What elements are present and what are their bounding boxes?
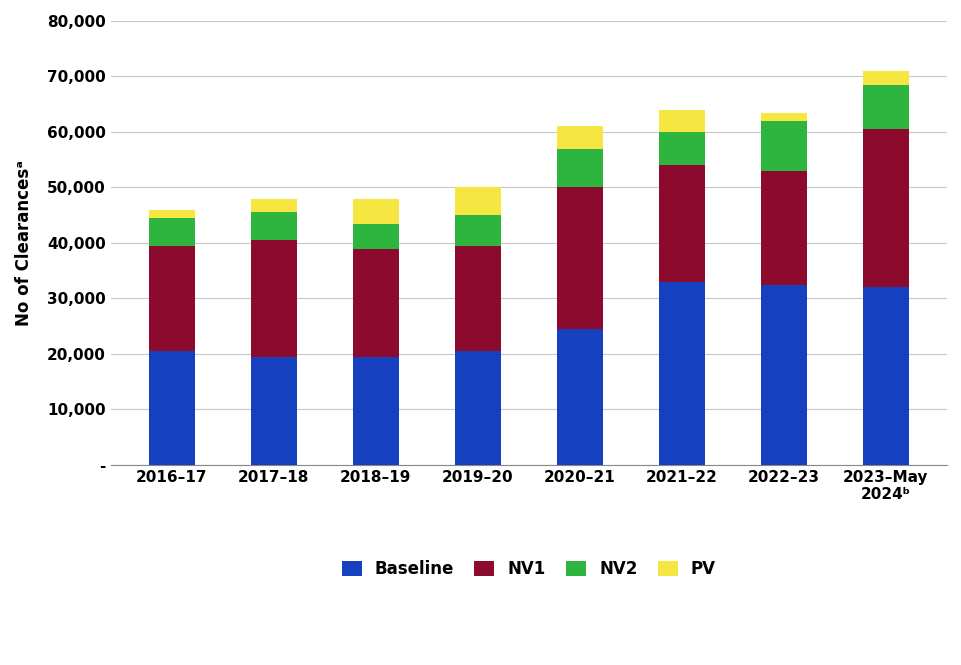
Legend: Baseline, NV1, NV2, PV: Baseline, NV1, NV2, PV (334, 553, 722, 585)
Bar (862, 287, 908, 465)
Bar (658, 132, 704, 166)
Bar (658, 166, 704, 282)
Bar (862, 129, 908, 287)
Bar (149, 246, 194, 351)
Bar (251, 240, 296, 356)
Bar (353, 249, 399, 356)
Bar (455, 215, 501, 246)
Bar (251, 212, 296, 240)
Bar (556, 329, 603, 465)
Bar (658, 282, 704, 465)
Bar (455, 351, 501, 465)
Bar (760, 285, 806, 465)
Bar (251, 356, 296, 465)
Bar (760, 121, 806, 171)
Bar (862, 85, 908, 129)
Bar (862, 71, 908, 85)
Bar (149, 209, 194, 218)
Bar (353, 356, 399, 465)
Bar (149, 351, 194, 465)
Bar (556, 126, 603, 149)
Bar (353, 223, 399, 249)
Y-axis label: No of Clearancesᵃ: No of Clearancesᵃ (15, 160, 33, 326)
Bar (455, 246, 501, 351)
Bar (455, 188, 501, 215)
Bar (658, 110, 704, 132)
Bar (353, 199, 399, 223)
Bar (760, 112, 806, 121)
Bar (556, 149, 603, 188)
Bar (556, 188, 603, 329)
Bar (760, 171, 806, 285)
Bar (149, 218, 194, 246)
Bar (251, 199, 296, 212)
